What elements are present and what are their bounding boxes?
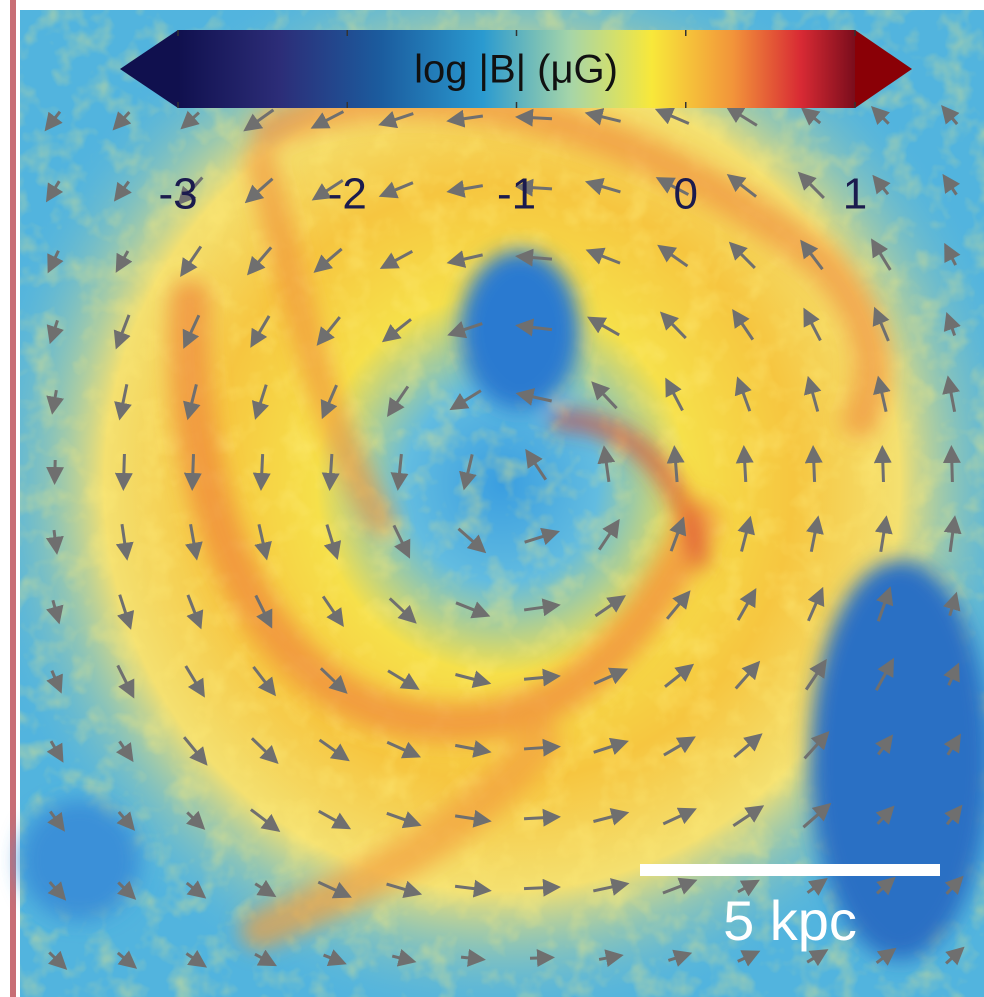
- field-arrow: [524, 887, 552, 888]
- field-arrow: [952, 454, 953, 482]
- field-arrow: [813, 454, 814, 482]
- field-map: [20, 10, 984, 997]
- field-arrow: [461, 957, 477, 959]
- field-arrow: [524, 117, 552, 118]
- colorbar-tick-label: -2: [328, 170, 367, 219]
- left-strip: [10, 0, 16, 997]
- scale-bar-label: 5 kpc: [723, 889, 857, 952]
- field-arrow: [261, 454, 262, 482]
- field-arrow: [675, 454, 677, 482]
- field-arrow: [530, 958, 546, 959]
- figure: log |B| (μG) -3 -2 -1 0 1 5 kpc: [0, 0, 984, 997]
- field-arrow: [524, 747, 552, 749]
- field-arrow: [744, 454, 745, 482]
- field-arrow: [124, 454, 125, 482]
- field-arrow: [54, 530, 56, 546]
- colorbar-tick-label: 1: [843, 170, 867, 219]
- field-arrow: [192, 454, 193, 482]
- colorbar-tick-label: 0: [674, 170, 698, 219]
- field-arrow: [524, 817, 552, 818]
- scale-bar-line: [640, 864, 940, 876]
- colorbar-tick-label: -3: [158, 170, 197, 219]
- colorbar-tick-label: -1: [497, 170, 536, 219]
- field-arrow: [330, 454, 332, 482]
- field-arrow: [883, 454, 884, 482]
- colorbar-label: log |B| (μG): [414, 48, 618, 92]
